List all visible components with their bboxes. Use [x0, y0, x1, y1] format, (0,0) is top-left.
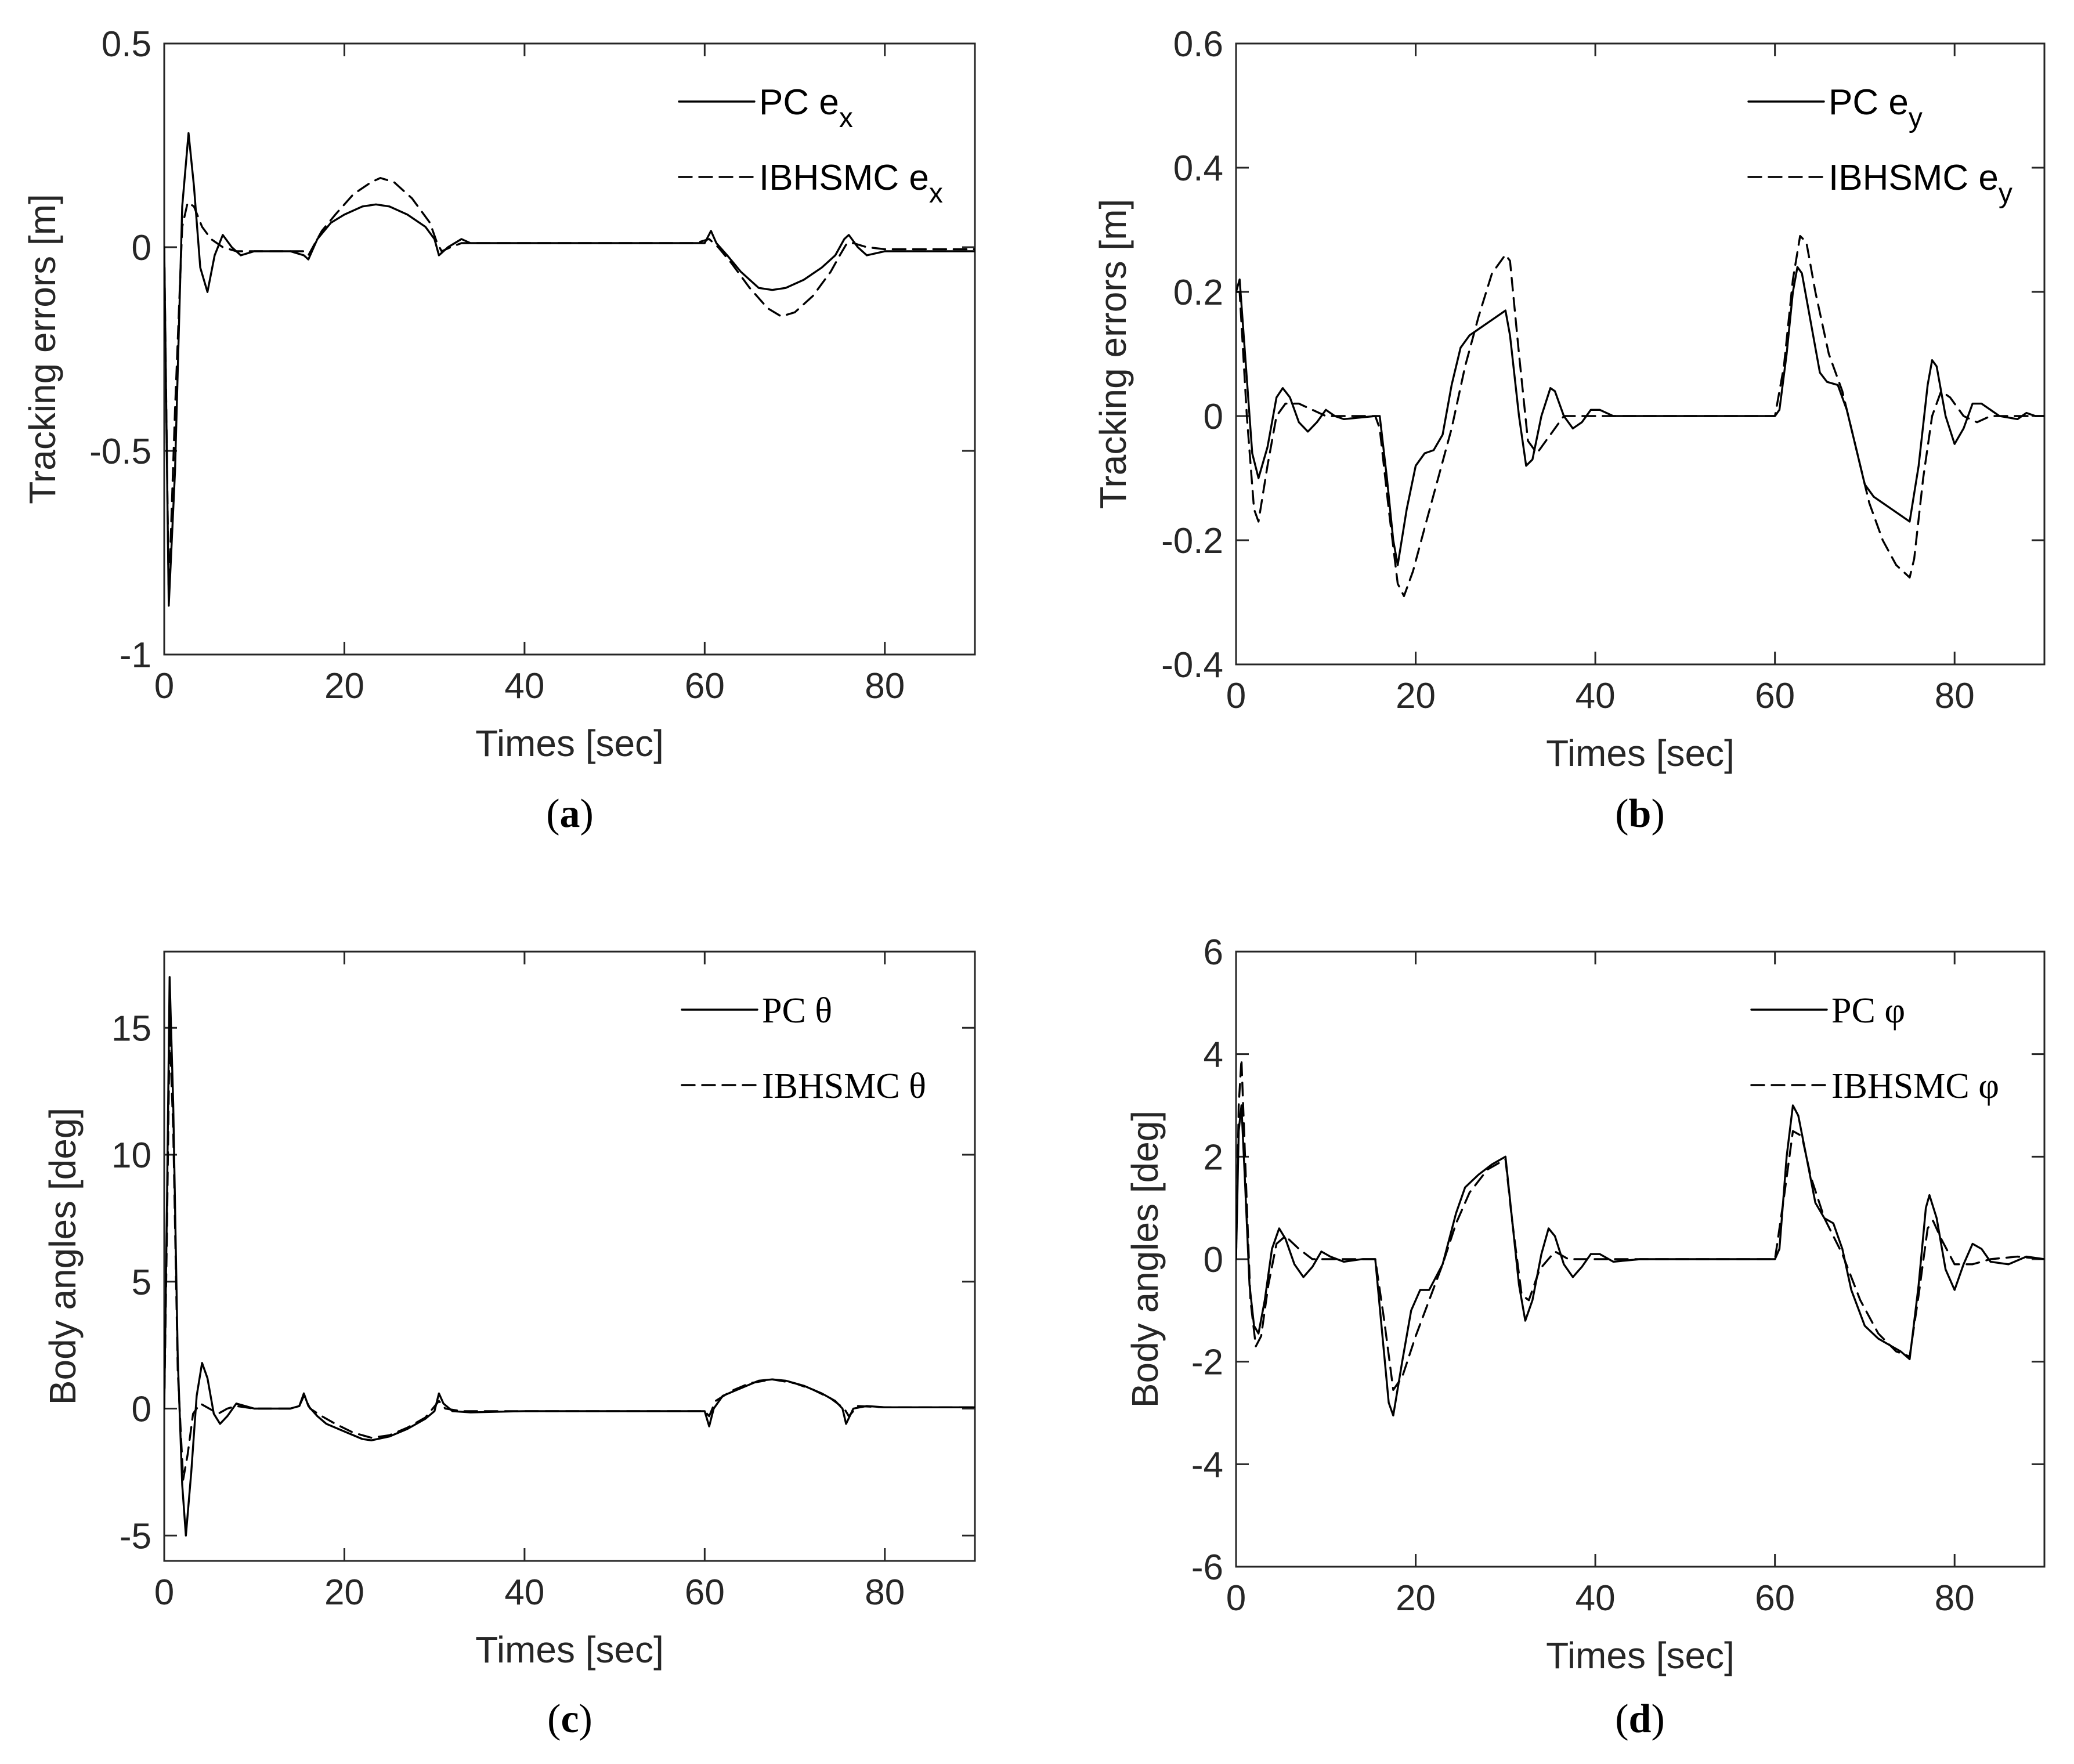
x-tick-label: 80 — [1935, 676, 1975, 716]
axes-box — [1235, 42, 2046, 666]
x-tick-label: 0 — [1226, 676, 1246, 716]
y-tick-label: -5 — [120, 1516, 151, 1556]
y-axis-label: Tracking errors [m] — [1092, 199, 1134, 509]
legend-label: PC θ — [762, 991, 832, 1031]
x-axis-label: Times [sec] — [475, 722, 664, 764]
y-tick-label: -0.4 — [1161, 645, 1223, 685]
y-axis-label: Body angles [deg] — [1124, 1111, 1166, 1408]
y-tick-label: -0.2 — [1161, 521, 1223, 561]
series-line-pc — [1236, 266, 2044, 566]
legend-label: IBHSMC θ — [762, 1067, 926, 1106]
x-axis-label: Times [sec] — [1546, 1635, 1735, 1676]
axes-box — [163, 950, 976, 1562]
series-line-pc — [1236, 1104, 2044, 1417]
legend-label: IBHSMC φ — [1831, 1067, 1999, 1106]
y-tick-label: 0.5 — [102, 24, 151, 64]
y-axis-label: Tracking errors [m] — [21, 194, 63, 504]
y-tick-label: 0.6 — [1173, 24, 1223, 64]
y-tick-label: 4 — [1204, 1035, 1223, 1075]
series-line-ibhsmc — [1236, 235, 2044, 597]
subplot-caption: (b) — [1615, 791, 1665, 836]
x-tick-label: 20 — [324, 1573, 364, 1613]
x-tick-label: 40 — [1576, 676, 1616, 716]
y-tick-label: 5 — [132, 1263, 151, 1303]
x-tick-label: 20 — [324, 666, 364, 706]
x-tick-label: 40 — [504, 666, 544, 706]
y-tick-label: -2 — [1191, 1343, 1223, 1383]
subplot-caption: (c) — [547, 1697, 592, 1741]
x-axis-label: Times [sec] — [1546, 732, 1735, 774]
x-tick-label: 40 — [504, 1573, 544, 1613]
y-tick-label: 6 — [1204, 932, 1223, 973]
y-tick-label: 0 — [1204, 397, 1223, 437]
y-tick-label: 15 — [111, 1008, 151, 1049]
x-tick-label: 60 — [685, 1573, 725, 1613]
x-tick-label: 60 — [1755, 676, 1795, 716]
legend: PC φ IBHSMC φ — [1750, 991, 1999, 1106]
x-tick-label: 80 — [1935, 1578, 1975, 1618]
y-tick-label: 0 — [132, 228, 151, 268]
subplot-caption: (a) — [546, 791, 594, 836]
x-tick-label: 20 — [1396, 1578, 1436, 1618]
y-tick-label: 0 — [1204, 1240, 1223, 1280]
axes-box — [163, 42, 976, 656]
x-tick-label: 0 — [154, 1573, 174, 1613]
y-tick-label: -4 — [1191, 1445, 1223, 1485]
series-line-ibhsmc — [164, 1026, 975, 1481]
y-tick-label: -0.5 — [89, 432, 151, 472]
x-tick-label: 20 — [1396, 676, 1436, 716]
subplot-caption: (d) — [1615, 1697, 1665, 1741]
x-tick-label: 0 — [154, 666, 174, 706]
x-tick-label: 60 — [685, 666, 725, 706]
y-tick-label: -6 — [1191, 1548, 1223, 1588]
legend: PC θ IBHSMC θ — [681, 991, 926, 1106]
y-tick-label: 10 — [111, 1136, 151, 1176]
subplot-b: 0 20 40 60 80 -0.4 -0.2 0 0.2 0.4 0.6 Times [sec] Tr… — [1092, 24, 2046, 836]
x-axis-label: Times [sec] — [475, 1629, 664, 1671]
legend-label: PC φ — [1831, 991, 1905, 1031]
y-tick-label: 0.2 — [1173, 273, 1223, 313]
x-tick-label: 80 — [865, 1573, 905, 1613]
series-line-pc — [164, 976, 975, 1537]
series-line-ibhsmc — [164, 177, 975, 599]
legend-subscript: x — [839, 103, 853, 133]
y-tick-label: 0 — [132, 1390, 151, 1430]
x-tick-label: 60 — [1755, 1578, 1795, 1618]
x-tick-label: 80 — [865, 666, 905, 706]
legend-subscript: y — [1999, 178, 2012, 209]
y-axis-label: Body angles [deg] — [42, 1108, 84, 1405]
series-line-ibhsmc — [1236, 1058, 2044, 1391]
subplot-a: 0 20 40 60 80 -1 -0.5 0 0.5 Times [sec] Tracking e… — [21, 24, 976, 836]
y-tick-label: -1 — [120, 635, 151, 675]
legend-subscript: y — [1909, 103, 1923, 133]
legend-subscript: x — [929, 178, 943, 209]
y-tick-label: 2 — [1204, 1137, 1223, 1177]
x-tick-label: 0 — [1226, 1578, 1246, 1618]
y-tick-label: 0.4 — [1173, 149, 1223, 189]
x-tick-label: 40 — [1576, 1578, 1616, 1618]
subplot-d: 0 20 40 60 80 -6 -4 -2 0 2 4 6 Times [sec] Body angle… — [1124, 932, 2046, 1741]
